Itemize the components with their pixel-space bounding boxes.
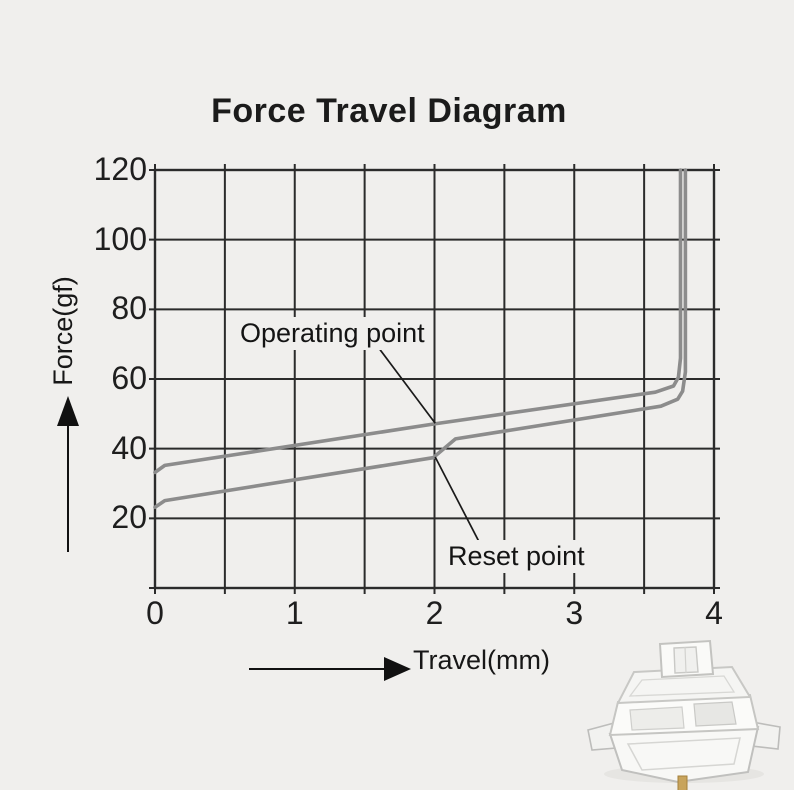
y-tick-label-120: 120: [93, 151, 147, 187]
curve-upstroke: [153, 168, 688, 510]
y-tick-label-40: 40: [111, 429, 147, 466]
x-axis-title: Travel(mm): [413, 645, 550, 675]
x-tick-label-0: 0: [146, 595, 164, 631]
y-tick-label-80: 80: [111, 290, 147, 327]
x-tick-label-3: 3: [565, 595, 584, 631]
force-curves: [153, 168, 688, 510]
y-tick-label-60: 60: [111, 360, 147, 396]
operating-point-label: Operating point: [236, 317, 429, 351]
x-tick-label-4: 4: [705, 595, 723, 631]
annotation-leader-lines: [376, 345, 482, 546]
y-tick-label-100: 100: [93, 220, 147, 257]
reset-leader-line: [434, 456, 482, 546]
switch-photo-icon: [587, 639, 781, 790]
x-axis-arrow-icon: [249, 657, 411, 681]
plot-border: [153, 168, 716, 590]
page-title: Force Travel Diagram: [211, 92, 567, 130]
reset-point-label: Reset point: [444, 540, 589, 574]
x-tick-label-1: 1: [285, 595, 304, 631]
chart-grid: [149, 164, 720, 594]
x-tick-label-2: 2: [425, 595, 444, 631]
operating-leader-line: [376, 345, 436, 424]
y-axis-title: Force(gf): [48, 276, 78, 386]
y-tick-label-20: 20: [111, 499, 147, 536]
curve-downstroke: [153, 168, 683, 475]
y-axis-arrow-icon: [57, 396, 79, 552]
